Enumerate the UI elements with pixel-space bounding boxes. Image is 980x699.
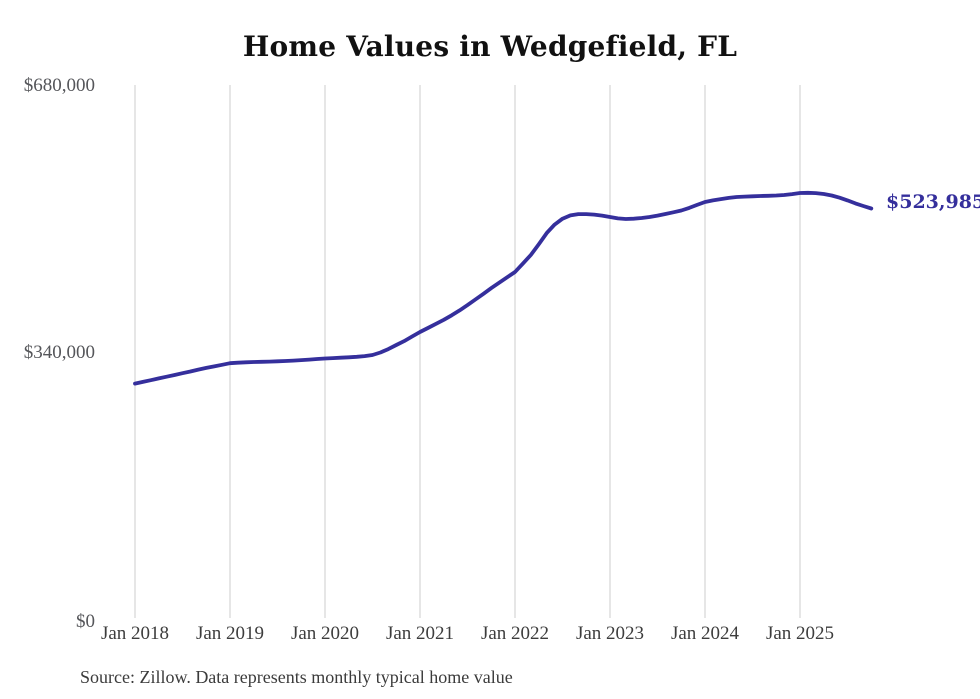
x-axis-tick-label: Jan 2023 [575, 623, 645, 644]
y-axis-tick-label-0: $0 [76, 611, 95, 632]
y-axis-tick-label-340k: $340,000 [23, 342, 95, 363]
x-axis-tick-label: Jan 2019 [195, 623, 265, 644]
x-axis-tick-label: Jan 2021 [385, 623, 455, 644]
chart-title: Home Values in Wedgefield, FL [242, 30, 738, 63]
y-axis-tick-label-680k: $680,000 [23, 75, 95, 96]
x-axis-tick-label: Jan 2025 [765, 623, 835, 644]
x-axis-labels: Jan 2018 Jan 2019 Jan 2020 Jan 2021 Jan 2022… [0, 623, 980, 649]
x-axis-tick-label: Jan 2022 [480, 623, 550, 644]
home-value-line [133, 190, 874, 386]
x-axis-tick-label: Jan 2020 [290, 623, 360, 644]
latest-value-label: $523,985 [886, 191, 980, 213]
x-axis-tick-label: Jan 2018 [100, 623, 170, 644]
gridlines [134, 85, 801, 618]
source-note: Source: Zillow. Data represents monthly … [80, 667, 513, 687]
x-axis-tick-label: Jan 2024 [670, 623, 740, 644]
